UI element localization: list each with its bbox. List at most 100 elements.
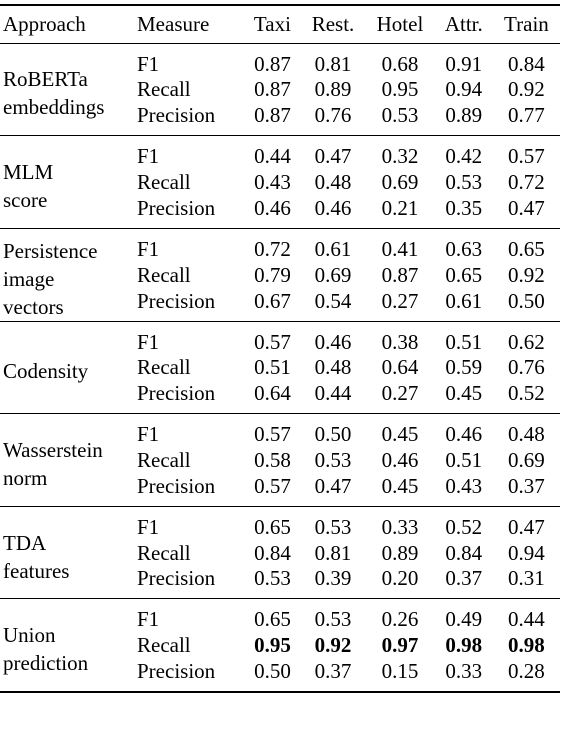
value-cell: 0.57 [254,329,291,354]
value-cell: 0.79 [254,262,291,287]
value-cell: 0.32 [381,144,419,169]
value-cell: 0.53 [314,448,352,473]
value-cell: 0.72 [254,236,291,261]
approach-name-line: Union [3,623,56,648]
table-header: Approach Measure Taxi Rest. Hotel Attr. … [0,5,560,43]
value-cell: 0.64 [254,381,291,406]
value-cell: 0.69 [381,169,419,194]
value-cell: 0.46 [445,422,483,447]
value-cell: 0.26 [381,607,419,632]
measure-cell: Recall [137,355,191,380]
table-row: Recall 0.87 0.89 0.95 0.94 0.92 [0,76,560,104]
table-row: Codensity F1 0.57 0.46 0.38 0.51 0.62 [0,321,560,384]
approach-name-line: score [3,187,48,212]
table-row: Recall 0.51 0.48 0.64 0.59 0.76 [0,354,560,382]
value-cell: 0.72 [508,169,545,194]
table-row: Recall 0.43 0.48 0.69 0.53 0.72 [0,168,560,196]
value-cell: 0.52 [508,381,545,406]
value-cell: 0.81 [314,51,352,76]
header-hotel: Hotel [376,11,424,36]
value-cell: 0.44 [254,144,291,169]
measure-cell: Recall [137,540,191,565]
value-cell: 0.46 [314,195,352,220]
value-cell: 0.57 [254,422,291,447]
value-cell: 0.46 [314,329,352,354]
value-cell: 0.77 [508,103,545,128]
value-cell: 0.87 [254,103,291,128]
approach-name-line: image [3,266,55,291]
header-row: Approach Measure Taxi Rest. Hotel Attr. … [0,5,560,43]
value-cell: 0.48 [314,169,352,194]
value-cell: 0.54 [314,288,352,313]
value-cell: 0.50 [508,288,545,313]
value-cell: 0.35 [445,195,483,220]
value-cell: 0.44 [314,381,352,406]
measure-cell: F1 [137,144,160,169]
approach-cell: Codensity [0,321,134,414]
value-cell: 0.33 [445,659,483,684]
value-cell: 0.97 [381,633,419,658]
measure-cell: F1 [137,422,160,447]
value-cell: 0.58 [254,448,291,473]
value-cell: 0.49 [445,607,483,632]
value-cell: 0.68 [381,51,419,76]
approach-name-line: Wasserstein [3,438,103,463]
table-row: Union prediction F1 0.65 0.53 0.26 0.49 0.44 [0,599,560,676]
value-cell: 0.87 [381,262,419,287]
table-row: Precision 0.53 0.39 0.20 0.37 0.31 [0,566,560,599]
value-cell: 0.37 [445,566,483,591]
value-cell: 0.53 [314,514,352,539]
value-cell: 0.81 [314,540,352,565]
table-body: RoBERTa embeddings F1 0.87 0.81 0.68 0.91 0.84 R… [0,43,560,692]
value-cell: 0.69 [314,262,352,287]
value-cell: 0.46 [381,448,419,473]
table-row: Recall 0.95 0.92 0.97 0.98 0.98 [0,631,560,659]
value-cell: 0.98 [508,633,545,658]
value-cell: 0.94 [445,77,483,102]
measure-cell: Precision [137,659,216,684]
value-cell: 0.65 [254,514,291,539]
table-row: Precision 0.46 0.46 0.21 0.35 0.47 [0,196,560,229]
value-cell: 0.95 [254,633,291,658]
value-cell: 0.27 [381,288,419,313]
measure-cell: Precision [137,566,216,591]
value-cell: 0.84 [445,540,483,565]
value-cell: 0.98 [445,633,483,658]
table-row: Persistence image vectors F1 0.72 0.61 0.41 0.6… [0,228,560,319]
value-cell: 0.94 [508,540,545,565]
value-cell: 0.51 [445,329,483,354]
header-train: Train [504,11,549,36]
value-cell: 0.87 [254,77,291,102]
measure-cell: F1 [137,236,160,261]
value-cell: 0.51 [254,355,291,380]
table-row: Precision 0.57 0.47 0.45 0.43 0.37 [0,474,560,507]
value-cell: 0.47 [314,144,352,169]
results-table: Approach Measure Taxi Rest. Hotel Attr. … [0,4,560,694]
value-cell: 0.51 [445,448,483,473]
value-cell: 0.53 [381,103,419,128]
header-approach: Approach [3,11,86,36]
value-cell: 0.65 [445,262,483,287]
value-cell: 0.48 [508,422,545,447]
value-cell: 0.53 [314,607,352,632]
value-cell: 0.37 [508,473,545,498]
value-cell: 0.28 [508,659,545,684]
value-cell: 0.43 [445,473,483,498]
measure-cell: Precision [137,288,216,313]
measure-cell: F1 [137,514,160,539]
table-row: MLM score F1 0.44 0.47 0.32 0.42 0.57 [0,136,560,212]
measure-cell: Precision [137,195,216,220]
header-taxi: Taxi [253,11,291,36]
header-rest: Rest. [311,11,355,36]
table-row: Precision 0.87 0.76 0.53 0.89 0.77 [0,103,560,136]
value-cell: 0.61 [314,236,352,261]
value-cell: 0.31 [508,566,545,591]
table-row: Wasserstein norm F1 0.57 0.50 0.45 0.46 0.48 [0,414,560,490]
value-cell: 0.67 [254,288,291,313]
header-measure: Measure [137,11,210,36]
measure-cell: Recall [137,633,191,658]
value-cell: 0.38 [381,329,419,354]
approach-cell: RoBERTa embeddings [0,43,134,136]
table-row: TDA features F1 0.65 0.53 0.33 0.52 0.47 [0,506,560,583]
value-cell: 0.63 [445,236,483,261]
